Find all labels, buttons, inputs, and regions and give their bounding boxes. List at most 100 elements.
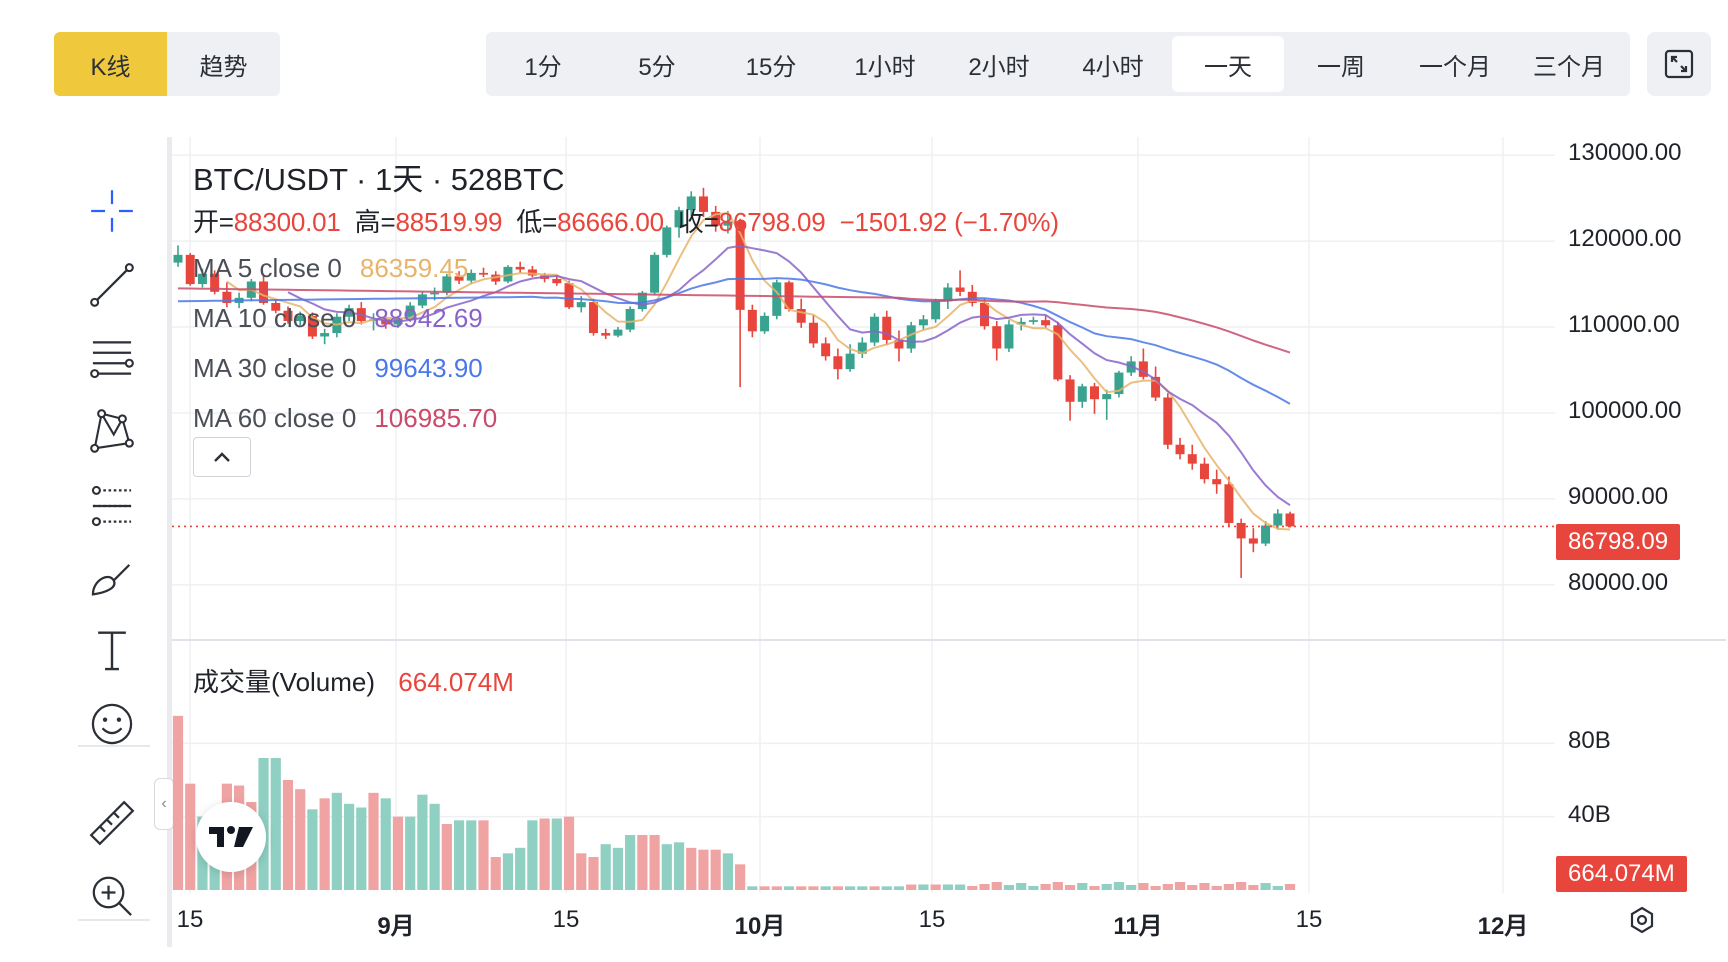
volume-bar	[368, 792, 379, 890]
volume-bar	[319, 798, 330, 890]
price-axis-label: 110000.00	[1568, 311, 1680, 339]
volume-bar	[979, 884, 990, 890]
volume-bar	[722, 853, 733, 890]
change-value: −1501.92 (−1.70%)	[839, 207, 1059, 237]
candle	[625, 306, 635, 333]
volume-bar	[1003, 885, 1015, 890]
interval-tab-9[interactable]: 三个月	[1533, 53, 1605, 81]
volume-bar	[356, 807, 367, 890]
ma-line-60	[177, 287, 1291, 354]
candle	[1114, 370, 1124, 398]
candle	[1199, 457, 1209, 484]
crosshair-tool[interactable]	[82, 183, 142, 243]
interval-tab-4[interactable]: 2小时	[968, 53, 1030, 81]
candle	[1248, 528, 1258, 553]
ma-row: MA 10 close 0 88942.69	[193, 303, 489, 334]
volume-bar	[1040, 884, 1051, 890]
candle	[454, 271, 464, 285]
candle	[1102, 389, 1112, 420]
volume-bar	[649, 835, 660, 890]
crosshair-icon	[86, 185, 138, 242]
ma-label: MA 30 close 0	[193, 353, 357, 383]
volume-bar	[1077, 883, 1088, 890]
volume-bar	[1199, 883, 1210, 890]
volume-bar	[1223, 884, 1235, 890]
text-tool[interactable]	[82, 622, 142, 682]
volume-bar	[918, 884, 929, 890]
trend-line-tool[interactable]	[82, 257, 142, 317]
horizontal-lines-tool[interactable]	[82, 330, 142, 390]
tab-kline[interactable]: K线	[54, 32, 167, 96]
volume-bar	[881, 886, 892, 890]
volume-bar	[343, 803, 355, 890]
ohlc-key: 低=	[516, 207, 558, 237]
ma-label: MA 60 close 0	[193, 403, 357, 433]
candle	[173, 245, 183, 267]
volume-bar	[661, 844, 672, 890]
ma-label: MA 10 close 0	[193, 303, 357, 333]
chart-settings-button[interactable]	[1624, 902, 1660, 938]
brush-tool[interactable]	[82, 549, 142, 609]
trend-line-icon	[86, 259, 138, 316]
emoji-tool[interactable]	[82, 696, 142, 756]
volume-bar	[759, 886, 770, 890]
volume-bar	[441, 824, 452, 890]
tab-trend[interactable]: 趋势	[199, 53, 248, 81]
candle	[808, 315, 818, 348]
candle	[515, 261, 525, 273]
volume-bar	[1260, 883, 1271, 890]
chart-left-border	[167, 137, 172, 947]
fib-retracement-tool[interactable]	[82, 478, 142, 538]
interval-tab-8[interactable]: 一个月	[1419, 53, 1491, 81]
volume-bar	[783, 886, 795, 890]
volume-bar	[930, 884, 941, 890]
volume-bar	[893, 886, 905, 890]
date-axis-label: 15	[552, 906, 580, 933]
ohlc-value: 86798.09	[718, 207, 826, 237]
volume-bar	[453, 820, 465, 890]
volume-legend: 成交量(Volume) 664.074M	[193, 662, 520, 699]
zoom-in-tool[interactable]	[82, 868, 142, 928]
volume-bar	[331, 792, 342, 890]
interval-tab-6[interactable]: 一天	[1172, 36, 1284, 92]
chart-title: BTC/USDT · 1天 · 528BTC	[193, 162, 565, 197]
volume-bar	[392, 816, 404, 890]
volume-bar	[417, 794, 428, 890]
candle	[564, 280, 574, 309]
interval-tab-7[interactable]: 一周	[1317, 53, 1365, 81]
volume-bar	[588, 857, 599, 890]
fib-retracement-icon	[86, 480, 138, 537]
volume-axis-label: 80B	[1568, 727, 1611, 755]
interval-tab-5[interactable]: 4小时	[1082, 53, 1144, 81]
volume-bar	[563, 816, 575, 890]
volume-bar	[673, 842, 685, 890]
volume-bar	[1052, 882, 1063, 890]
candle	[698, 187, 708, 218]
volume-tag: 664.074M	[1556, 856, 1687, 892]
volume-bar	[1138, 883, 1149, 890]
interval-tabs: 1分 5分 15分 1小时 2小时 4小时 一天 一周 一个月 三个月	[486, 32, 1630, 96]
fullscreen-button[interactable]	[1647, 32, 1711, 96]
price-axis-label: 100000.00	[1568, 396, 1682, 424]
candle	[955, 270, 965, 297]
volume-bar	[796, 886, 807, 890]
interval-tab-2[interactable]: 15分	[745, 53, 797, 81]
candle	[882, 310, 892, 346]
collapse-legend-button[interactable]	[193, 437, 251, 477]
pattern-tool[interactable]	[82, 403, 142, 463]
price-axis-label: 90000.00	[1568, 482, 1669, 510]
interval-tab-0[interactable]: 1分	[524, 53, 562, 81]
volume-bar	[282, 780, 294, 890]
volume-bar	[942, 884, 953, 890]
interval-tab-3[interactable]: 1小时	[854, 53, 916, 81]
horizontal-lines-icon	[86, 332, 138, 389]
text-icon	[86, 624, 138, 681]
tradingview-logo[interactable]	[196, 802, 266, 872]
interval-tab-1[interactable]: 5分	[638, 53, 676, 81]
volume-bar	[1089, 886, 1100, 890]
volume-bar	[820, 886, 831, 890]
volume-bar	[637, 835, 648, 890]
volume-bar	[1016, 883, 1027, 890]
ruler-tool[interactable]	[82, 795, 142, 855]
brush-icon	[86, 551, 138, 608]
